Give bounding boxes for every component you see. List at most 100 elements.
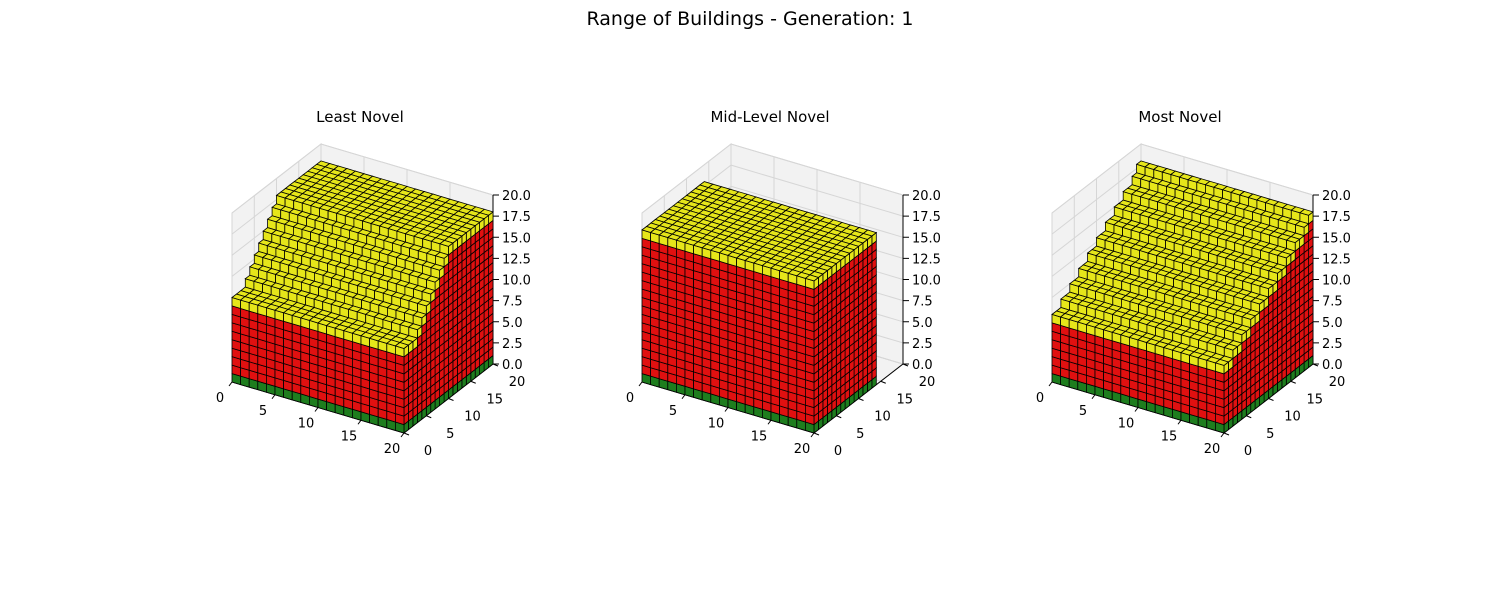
x-tick-label: 15 — [341, 429, 358, 444]
y-tick-label: 0 — [834, 444, 842, 459]
y-tick-label: 20 — [1329, 375, 1346, 390]
z-tick-label: 10.0 — [912, 274, 941, 289]
z-tick-label: 15.0 — [502, 231, 531, 246]
x-tick — [1177, 419, 1182, 425]
y-tick — [426, 415, 432, 419]
y-tick-label: 5 — [446, 427, 454, 442]
gridline-z — [231, 143, 494, 214]
y-tick — [813, 432, 820, 436]
voxel-top-face — [1267, 266, 1283, 274]
z-tick-label: 20.0 — [1322, 189, 1351, 204]
voxel-group — [641, 181, 878, 434]
x-tick — [767, 419, 772, 425]
panel-title: Mid-Level Novel — [710, 108, 830, 126]
z-tick-label: 10.0 — [1322, 274, 1351, 289]
voxel-top-face — [804, 274, 820, 282]
z-tick-label: 5.0 — [1322, 316, 1343, 331]
x-tick-label: 15 — [1161, 429, 1178, 444]
z-tick-label: 20.0 — [912, 189, 941, 204]
x-tick — [271, 394, 276, 400]
voxel-top-face — [1294, 220, 1310, 228]
chart-panel-mid-level-novel: 0 5 10 15 20 0 5 10 15 20 0.0 2.5 5.0 7.5 10.0 12.5 15.0… — [550, 0, 990, 600]
chart-panel-least-novel: 0 5 10 15 20 0 5 10 15 20 0.0 2.5 5.0 7.5 10.0 12.5 15.0… — [140, 0, 580, 600]
x-tick — [400, 432, 405, 438]
y-tick — [858, 398, 864, 401]
z-tick-label: 2.5 — [912, 337, 933, 352]
x-tick-label: 10 — [708, 417, 725, 432]
x-tick-label: 0 — [216, 391, 224, 406]
voxel-top-face — [407, 323, 423, 331]
y-tick-label: 5 — [856, 427, 864, 442]
y-tick — [1246, 415, 1252, 419]
voxel-top-face — [1214, 358, 1230, 366]
z-tick-label: 17.5 — [502, 210, 531, 225]
voxel-group — [231, 160, 494, 434]
y-tick-label: 10 — [464, 410, 481, 425]
z-tick-label: 7.5 — [912, 295, 933, 310]
voxel-top-face — [1259, 282, 1274, 290]
voxel-top-face — [1285, 236, 1301, 244]
voxel-top-face — [421, 287, 436, 295]
x-tick-label: 5 — [259, 404, 267, 419]
y-tick-label: 20 — [919, 375, 936, 390]
figure-title: Range of Buildings - Generation: 1 — [586, 8, 914, 30]
gridline-z — [1051, 143, 1314, 214]
y-tick-label: 5 — [1266, 427, 1274, 442]
y-tick-label: 10 — [1284, 410, 1301, 425]
x-tick — [1048, 381, 1053, 387]
x-tick — [724, 407, 729, 412]
voxel-top-face — [394, 342, 410, 349]
z-tick-label: 7.5 — [1322, 295, 1343, 310]
y-tick-label: 20 — [509, 375, 526, 390]
x-tick-label: 20 — [794, 442, 811, 457]
z-tick-label: 20.0 — [502, 189, 531, 204]
z-tick-label: 5.0 — [912, 316, 933, 331]
y-tick — [836, 415, 842, 419]
gridline-z — [641, 143, 904, 214]
x-tick — [1091, 394, 1096, 400]
voxel-top-face — [1250, 297, 1265, 305]
y-tick — [1223, 432, 1230, 436]
voxel-top-face — [416, 299, 432, 307]
x-tick-label: 20 — [384, 442, 401, 457]
y-tick-label: 10 — [874, 410, 891, 425]
y-tick-label: 15 — [486, 392, 503, 407]
voxel-top-face — [430, 263, 445, 271]
x-tick — [638, 381, 643, 387]
chart-panel-most-novel: 0 5 10 15 20 0 5 10 15 20 0.0 2.5 5.0 7.5 10.0 12.5 15.0… — [960, 0, 1400, 600]
z-tick-label: 0.0 — [502, 358, 523, 373]
z-tick-label: 2.5 — [1322, 337, 1343, 352]
x-tick-label: 5 — [669, 404, 677, 419]
z-tick-label: 15.0 — [912, 231, 941, 246]
voxel-top-face — [425, 275, 441, 283]
x-tick-label: 10 — [298, 417, 315, 432]
x-tick-label: 0 — [1036, 391, 1044, 406]
panel-title: Least Novel — [316, 108, 404, 126]
y-tick — [1268, 398, 1274, 401]
voxel-top-face — [1299, 208, 1314, 216]
y-tick — [1290, 380, 1296, 384]
x-tick — [1134, 407, 1139, 412]
z-tick-label: 2.5 — [502, 337, 523, 352]
x-tick — [1220, 432, 1225, 438]
z-tick-label: 17.5 — [912, 210, 941, 225]
voxel-top-face — [1241, 312, 1256, 320]
x-tick-label: 10 — [1118, 417, 1135, 432]
y-tick — [403, 432, 410, 436]
z-tick-label: 12.5 — [1322, 252, 1351, 267]
x-tick-label: 20 — [1204, 442, 1221, 457]
panel-title: Most Novel — [1138, 108, 1222, 126]
y-tick — [470, 380, 476, 384]
x-tick — [357, 419, 362, 425]
y-tick-label: 15 — [896, 392, 913, 407]
x-tick — [681, 394, 686, 400]
x-tick-label: 15 — [751, 429, 768, 444]
voxel-top-face — [412, 311, 428, 319]
z-tick-label: 10.0 — [502, 274, 531, 289]
